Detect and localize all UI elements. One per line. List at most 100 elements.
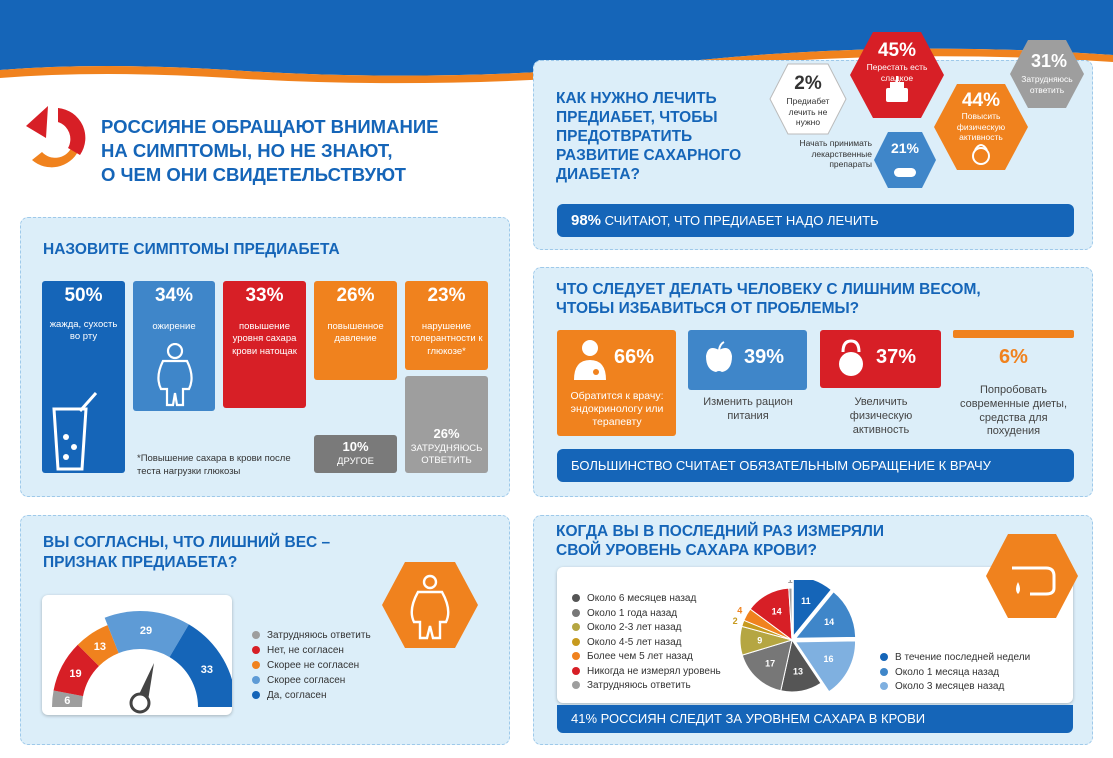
hex-no-treatment-label: Предиабет лечить не нужно xyxy=(786,96,830,128)
pie-value-label: 2 xyxy=(733,616,738,626)
symptom-other: 10% ДРУГОЕ xyxy=(314,435,397,473)
symptom-label: нарушение толерантности к глюкозе* xyxy=(410,321,483,357)
gauge-legend-item: Нет, не согласен xyxy=(252,645,344,656)
treat-title-line: РАЗВИТИЕ САХАРНОГО xyxy=(556,147,742,165)
symptoms-title: НАЗОВИТЕ СИМПТОМЫ ПРЕДИАБЕТА xyxy=(43,241,340,258)
treat-title-line: КАК НУЖНО ЛЕЧИТЬ xyxy=(556,90,717,107)
legend-dot xyxy=(572,666,580,675)
legend-label: Скорее согласен xyxy=(267,675,346,686)
treat-title: КАК НУЖНО ЛЕЧИТЬ ПРЕДИАБЕТ, ЧТОБЫ ПРЕДОТ… xyxy=(556,89,741,184)
treat-summary-text: СЧИТАЮТ, ЧТО ПРЕДИАБЕТ НАДО ЛЕЧИТЬ xyxy=(604,213,879,228)
legend-label: Более чем 5 лет назад xyxy=(587,651,693,662)
treat-title-line: ПРЕДИАБЕТ, ЧТОБЫ xyxy=(556,109,718,127)
pie-value-label: 13 xyxy=(793,667,803,677)
action-diet-pct: 39% xyxy=(744,346,785,368)
page-title: РОССИЯНЕ ОБРАЩАЮТ ВНИМАНИЕ НА СИМПТОМЫ, … xyxy=(101,115,438,187)
legend-dot xyxy=(572,652,580,661)
gauge-value-label: 29 xyxy=(140,625,152,637)
symptom-thirst: 50% жажда, сухость во рту xyxy=(42,281,125,473)
symptom-label: ДРУГОЕ xyxy=(337,456,374,467)
obese-person-hex-icon xyxy=(382,562,478,648)
action-diet-label: Изменить рацион питания xyxy=(703,396,793,422)
pie-value-label: 16 xyxy=(823,654,833,664)
action-activity-pct: 37% xyxy=(876,346,917,368)
legend-dot xyxy=(880,682,888,691)
gauge-value-label: 19 xyxy=(69,668,81,680)
symptom-glucose-tolerance: 23% нарушение толерантности к глюкозе* xyxy=(405,281,488,370)
legend-label: Около 4-5 лет назад xyxy=(587,636,682,648)
header-wave xyxy=(0,0,1113,84)
action-doctor xyxy=(557,330,676,436)
measure-title-line: КОГДА ВЫ В ПОСЛЕДНИЙ РАЗ ИЗМЕРЯЛИ xyxy=(556,523,885,540)
finger-blood-hex-icon xyxy=(986,534,1078,618)
pie-slice xyxy=(794,640,857,693)
legend-dot xyxy=(572,608,580,617)
pie-legend-item: Около 6 месяцев назад xyxy=(572,593,696,604)
legend-dot xyxy=(572,594,580,603)
action-doctor-label: Обратится к врачу: эндокринологу или тер… xyxy=(570,390,664,429)
pie-value-label: 14 xyxy=(824,617,834,627)
hex-hard-to-say xyxy=(1010,40,1084,108)
legend-dot xyxy=(252,661,260,670)
obese-person-icon xyxy=(157,343,193,407)
symptom-hard-to-say: 26% ЗАТРУДНЯЮСЬ ОТВЕТИТЬ xyxy=(405,376,488,473)
legend-dot xyxy=(880,667,888,676)
hex-medication xyxy=(874,132,936,188)
legend-dot xyxy=(252,691,260,700)
page-title-line: НА СИМПТОМЫ, НО НЕ ЗНАЮТ, xyxy=(101,140,393,162)
symptom-pct: 10% xyxy=(342,439,369,454)
symptom-fasting-sugar: 33% повышение уровня сахара крови натоща… xyxy=(223,281,306,408)
hex-hard-to-say-pct: 31% xyxy=(1030,51,1068,71)
symptom-label: повышение уровня сахара крови натощак xyxy=(232,321,297,357)
gauge-legend-item: Да, согласен xyxy=(252,690,326,701)
hex-no-treatment-pct: 2% xyxy=(794,73,822,94)
action-diets-label: Попробовать современные диеты, средства … xyxy=(959,384,1068,438)
pie-value-label: 9 xyxy=(757,636,762,646)
pie-legend-item: Около 1 месяца назад xyxy=(880,667,999,678)
legend-label: Около 2-3 лет назад xyxy=(587,622,682,633)
pie-legend-item: Около 4-5 лет назад xyxy=(572,637,682,648)
symptom-pct: 33% xyxy=(245,285,284,306)
gauge-segment xyxy=(169,624,232,707)
action-diets-divider xyxy=(953,330,1074,338)
hex-stop-sweets xyxy=(850,32,944,118)
legend-label: Нет, не согласен xyxy=(267,645,344,656)
pie-slice xyxy=(792,580,832,638)
treat-title-line: ДИАБЕТА? xyxy=(556,166,641,184)
action-diets-pct: 6% xyxy=(999,346,1028,368)
hex-physical-activity-pct: 44% xyxy=(961,90,1001,111)
hex-stop-sweets-pct: 45% xyxy=(877,40,917,61)
measure-title-line: СВОЙ УРОВЕНЬ САХАРА КРОВИ? xyxy=(556,542,817,560)
legend-dot xyxy=(572,623,580,632)
symptom-label: жажда, сухость во рту xyxy=(49,319,118,343)
symptom-obesity: 34% ожирение xyxy=(133,281,215,411)
legend-dot xyxy=(252,631,260,640)
action-doctor-pct: 66% xyxy=(614,346,655,368)
legend-label: Да, согласен xyxy=(267,690,327,701)
gauge-value-label: 6 xyxy=(64,695,70,707)
pie-legend-item: Около 1 года назад xyxy=(572,608,677,619)
pie-legend-item: Около 3 месяцев назад xyxy=(880,681,1004,692)
measure-summary-bar: 41% РОССИЯН СЛЕДИТ ЗА УРОВНЕМ САХАРА В К… xyxy=(557,705,1073,733)
legend-label: Затрудняюсь ответить xyxy=(587,680,691,691)
page-title-line: О ЧЕМ ОНИ СВИДЕТЕЛЬСТВУЮТ xyxy=(101,164,406,186)
legend-label: В течение последней недели xyxy=(895,652,1031,663)
gauge-segment xyxy=(53,644,99,697)
legend-dot xyxy=(572,637,580,646)
gauge-value-label: 13 xyxy=(94,641,106,653)
symptom-pct: 34% xyxy=(154,285,194,306)
agree-title-line: ПРИЗНАК ПРЕДИАБЕТА? xyxy=(43,553,238,571)
pie-legend-item: Более чем 5 лет назад xyxy=(572,651,693,662)
logo-icon xyxy=(26,106,86,168)
pie-legend-item: В течение последней недели xyxy=(880,652,1030,663)
pie-value-label: 1 xyxy=(788,580,793,585)
gauge-segment xyxy=(52,690,84,707)
kettlebell-icon xyxy=(839,339,863,376)
doctor-icon xyxy=(574,340,606,380)
weight-action-title-line: ЧТОБЫ ИЗБАВИТЬСЯ ОТ ПРОБЛЕМЫ? xyxy=(556,300,860,318)
legend-label: Затрудняюсь ответить xyxy=(267,630,371,641)
gauge-legend-item: Скорее не согласен xyxy=(252,660,359,671)
weight-action-summary-bar: БОЛЬШИНСТВО СЧИТАЕТ ОБЯЗАТЕЛЬНЫМ ОБРАЩЕН… xyxy=(557,449,1074,482)
gauge-segment xyxy=(77,625,119,666)
agree-title-line: ВЫ СОГЛАСНЫ, ЧТО ЛИШНИЙ ВЕС – xyxy=(43,534,331,551)
